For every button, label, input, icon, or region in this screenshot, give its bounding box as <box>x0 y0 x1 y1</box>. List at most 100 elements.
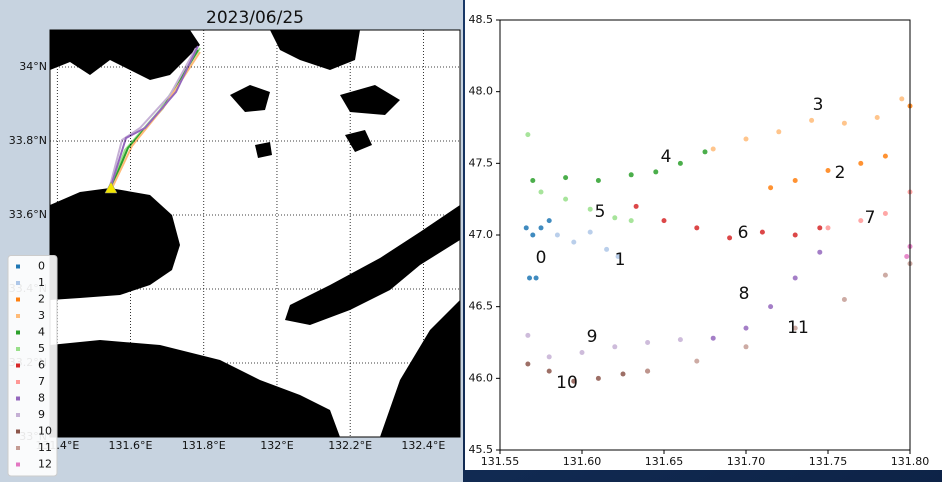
point <box>677 337 683 343</box>
annotation: 10 <box>556 373 578 393</box>
y-tick-label: 48.5 <box>469 13 494 26</box>
y-tick-label: 33.6°N <box>9 208 47 221</box>
point <box>546 368 552 374</box>
point <box>525 361 531 367</box>
x-tick-label: 131.55 <box>481 455 520 468</box>
legend-label: 3 <box>38 309 45 322</box>
point <box>615 254 621 259</box>
point <box>571 239 577 245</box>
y-tick-label: 34°N <box>19 60 47 73</box>
point <box>768 185 774 191</box>
legend-label: 5 <box>38 342 45 355</box>
point <box>694 358 700 364</box>
legend-label: 12 <box>38 458 52 471</box>
legend-marker <box>16 446 20 450</box>
x-tick-label: 131.70 <box>727 455 766 468</box>
legend-marker <box>16 264 20 269</box>
point <box>633 203 639 209</box>
point <box>904 254 910 259</box>
annotation: 8 <box>739 284 750 304</box>
point <box>858 160 864 166</box>
start-marker <box>104 181 118 194</box>
point <box>645 368 651 374</box>
point <box>546 354 552 360</box>
x-tick-label: 131.80 <box>891 455 930 468</box>
point <box>677 160 683 166</box>
point <box>768 304 774 310</box>
y-tick-label: 46.5 <box>469 300 494 313</box>
legend-label: 7 <box>38 375 45 388</box>
point <box>841 297 847 302</box>
point <box>595 178 601 184</box>
point <box>563 175 569 181</box>
point <box>653 169 659 175</box>
land <box>50 188 180 300</box>
point <box>792 325 798 331</box>
y-tick-label: 47.5 <box>469 156 494 169</box>
land <box>50 340 340 437</box>
annotation: 1 <box>615 250 626 270</box>
point <box>694 225 700 231</box>
annotation: 9 <box>587 327 598 347</box>
point <box>776 129 782 135</box>
land <box>50 30 200 80</box>
annotation: 2 <box>835 163 846 183</box>
point <box>620 371 626 377</box>
point <box>882 272 888 278</box>
point <box>612 215 618 221</box>
land <box>230 85 270 112</box>
legend-label: 10 <box>38 425 52 438</box>
legend-marker <box>16 347 20 351</box>
legend-label: 8 <box>38 392 45 405</box>
land <box>345 130 372 152</box>
point <box>743 344 749 350</box>
point <box>587 206 593 212</box>
legend-marker <box>16 413 20 417</box>
point <box>579 350 585 356</box>
legend-label: 4 <box>38 326 45 339</box>
legend-marker <box>16 281 20 285</box>
point <box>825 168 831 173</box>
point <box>792 275 798 281</box>
annotation: 4 <box>661 147 672 167</box>
annotation: 7 <box>865 208 876 228</box>
point <box>525 132 531 138</box>
point <box>538 189 544 195</box>
land <box>255 142 272 158</box>
point <box>858 218 864 224</box>
point <box>530 232 536 238</box>
legend-label: 11 <box>38 441 52 454</box>
point <box>825 225 831 231</box>
point <box>546 218 552 224</box>
legend-marker <box>16 462 20 467</box>
axes-frame <box>499 19 911 451</box>
land <box>285 205 460 325</box>
point <box>527 275 533 281</box>
point <box>809 117 815 123</box>
legend-label: 0 <box>38 260 45 273</box>
legend <box>7 255 58 477</box>
legend-label: 1 <box>38 276 45 289</box>
legend-label: 9 <box>38 408 45 421</box>
point <box>538 225 544 231</box>
point <box>759 229 765 235</box>
land <box>380 300 460 437</box>
legend-marker <box>16 396 20 401</box>
annotation: 11 <box>787 318 809 338</box>
point <box>874 114 880 120</box>
x-tick-label: 132°E <box>260 439 293 452</box>
map-layer <box>50 30 460 437</box>
point <box>554 232 560 238</box>
track <box>109 47 197 187</box>
x-tick-label: 132.2°E <box>328 439 372 452</box>
map-title: 2023/06/25 <box>206 8 304 28</box>
annotation: 5 <box>595 202 606 222</box>
point <box>661 218 667 224</box>
legend-marker <box>16 330 20 335</box>
y-tick-label: 45.5 <box>469 443 494 456</box>
point <box>571 378 577 384</box>
land <box>340 85 400 115</box>
tracks <box>109 45 201 189</box>
annotation: 0 <box>536 248 547 268</box>
